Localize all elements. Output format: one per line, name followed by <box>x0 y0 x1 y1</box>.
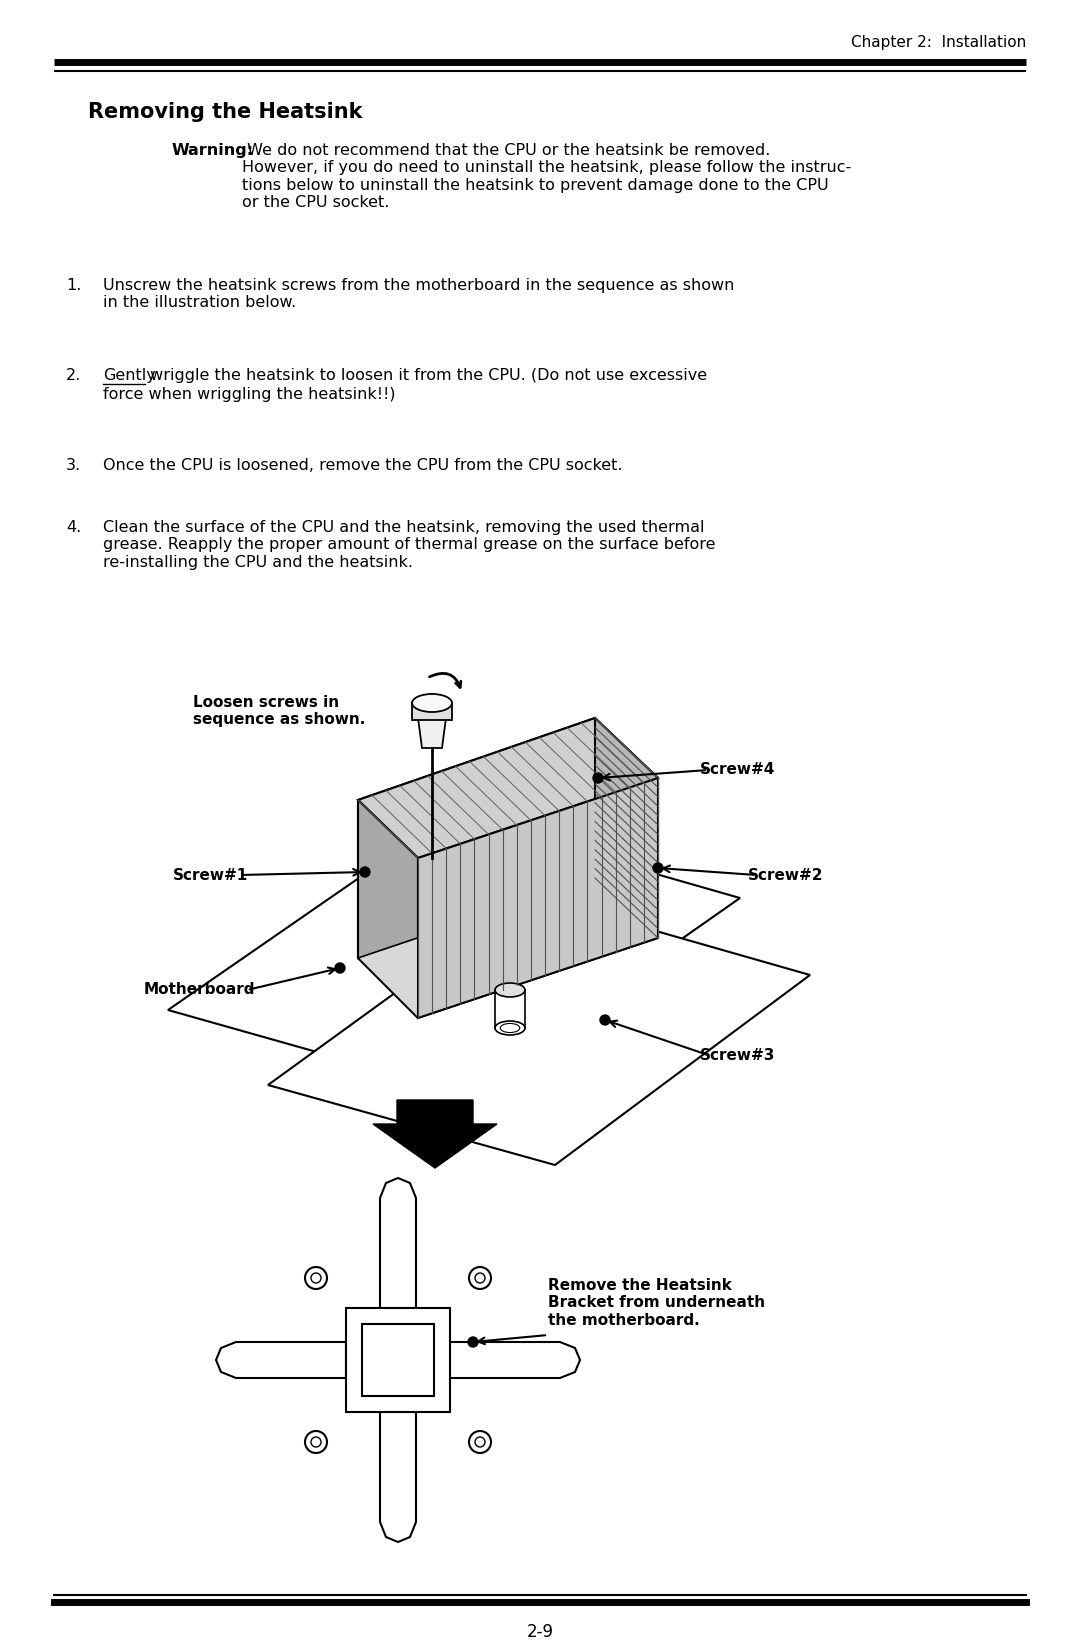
Text: Screw#4: Screw#4 <box>700 762 775 777</box>
Polygon shape <box>595 718 658 937</box>
Circle shape <box>311 1437 321 1447</box>
Polygon shape <box>268 894 810 1165</box>
Text: 2.: 2. <box>66 368 81 383</box>
Polygon shape <box>450 1341 580 1378</box>
Polygon shape <box>357 718 658 858</box>
Circle shape <box>593 772 603 784</box>
Polygon shape <box>357 718 595 959</box>
Ellipse shape <box>500 1023 519 1033</box>
Polygon shape <box>357 878 658 1018</box>
Ellipse shape <box>495 1021 525 1035</box>
Text: force when wriggling the heatsink!!): force when wriggling the heatsink!!) <box>103 388 395 403</box>
Text: Chapter 2:  Installation: Chapter 2: Installation <box>851 35 1026 50</box>
Circle shape <box>360 866 370 878</box>
Circle shape <box>469 1431 491 1454</box>
Polygon shape <box>346 1308 450 1412</box>
Circle shape <box>335 964 345 973</box>
Text: wriggle the heatsink to loosen it from the CPU. (Do not use excessive: wriggle the heatsink to loosen it from t… <box>145 368 707 383</box>
Polygon shape <box>357 800 418 1018</box>
Text: Warning:: Warning: <box>172 144 254 158</box>
Text: Motherboard: Motherboard <box>144 982 255 998</box>
Polygon shape <box>380 1178 416 1308</box>
Ellipse shape <box>495 983 525 997</box>
Polygon shape <box>416 703 448 718</box>
Polygon shape <box>418 779 658 1018</box>
Circle shape <box>475 1274 485 1284</box>
Polygon shape <box>380 1412 416 1543</box>
Text: Remove the Heatsink
Bracket from underneath
the motherboard.: Remove the Heatsink Bracket from underne… <box>548 1279 765 1328</box>
Text: Unscrew the heatsink screws from the motherboard in the sequence as shown
in the: Unscrew the heatsink screws from the mot… <box>103 277 734 310</box>
Text: Loosen screws in
sequence as shown.: Loosen screws in sequence as shown. <box>193 695 365 728</box>
Circle shape <box>468 1336 478 1346</box>
Polygon shape <box>216 1341 346 1378</box>
Text: Gently: Gently <box>103 368 156 383</box>
Text: Screw#3: Screw#3 <box>700 1048 775 1063</box>
Text: Screw#1: Screw#1 <box>173 868 248 883</box>
Circle shape <box>469 1267 491 1289</box>
Circle shape <box>305 1267 327 1289</box>
Text: Removing the Heatsink: Removing the Heatsink <box>87 102 363 122</box>
Circle shape <box>600 1015 610 1025</box>
Ellipse shape <box>411 695 453 713</box>
Circle shape <box>305 1431 327 1454</box>
Text: 3.: 3. <box>66 459 81 474</box>
Text: We do not recommend that the CPU or the heatsink be removed.
However, if you do : We do not recommend that the CPU or the … <box>242 144 851 210</box>
Text: 4.: 4. <box>66 520 81 535</box>
Circle shape <box>653 863 663 873</box>
Text: Clean the surface of the CPU and the heatsink, removing the used thermal
grease.: Clean the surface of the CPU and the hea… <box>103 520 715 569</box>
Polygon shape <box>362 1323 434 1396</box>
Text: 1.: 1. <box>66 277 81 294</box>
Polygon shape <box>373 1101 497 1168</box>
Circle shape <box>475 1437 485 1447</box>
Text: Screw#2: Screw#2 <box>748 868 824 883</box>
Text: Once the CPU is loosened, remove the CPU from the CPU socket.: Once the CPU is loosened, remove the CPU… <box>103 459 622 474</box>
Polygon shape <box>411 703 453 719</box>
Polygon shape <box>418 718 446 747</box>
Polygon shape <box>168 815 740 1092</box>
Text: 2-9: 2-9 <box>527 1624 554 1642</box>
Circle shape <box>311 1274 321 1284</box>
